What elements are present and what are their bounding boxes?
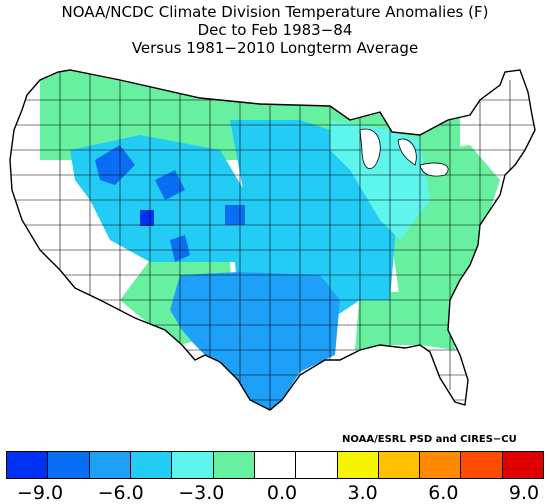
texas-south-region xyxy=(170,272,340,410)
legend-tick-label: −9.0 xyxy=(16,482,64,504)
southeast-region xyxy=(355,290,455,350)
data-credit: NOAA/ESRL PSD and CIRES−CU xyxy=(342,434,517,445)
legend-swatch xyxy=(420,452,462,478)
map-baseline: Versus 1981−2010 Longterm Average xyxy=(131,39,419,57)
legend-swatch xyxy=(254,452,297,478)
legend-tick-label: −3.0 xyxy=(178,482,225,504)
legend-tick-label: 0.0 xyxy=(266,482,298,504)
legend-tick-label: −6.0 xyxy=(97,482,144,504)
map-period: Dec to Feb 1983−84 xyxy=(197,21,353,39)
legend-swatch xyxy=(172,452,214,478)
legend-swatch xyxy=(378,452,421,478)
legend-swatch xyxy=(461,452,503,478)
legend-swatch xyxy=(48,452,90,478)
legend-swatch xyxy=(130,452,173,478)
map-title: NOAA/NCDC Climate Division Temperature A… xyxy=(61,3,489,21)
legend-swatch xyxy=(296,452,338,478)
legend-tick-label: 3.0 xyxy=(347,482,378,504)
legend-swatch xyxy=(337,452,379,478)
legend-colorbar xyxy=(6,451,544,479)
great-lakes-water xyxy=(359,128,449,177)
legend-swatch xyxy=(7,452,49,478)
cold-spot-colorado xyxy=(225,205,245,225)
legend-tick-label: 6.0 xyxy=(428,482,459,504)
cold-spot-utah xyxy=(140,210,154,226)
legend-swatch xyxy=(213,452,255,478)
legend-tick-label: 9.0 xyxy=(508,482,540,504)
cold-spot-wyoming xyxy=(155,170,185,200)
legend-swatch xyxy=(502,452,544,478)
legend-swatch xyxy=(89,452,131,478)
